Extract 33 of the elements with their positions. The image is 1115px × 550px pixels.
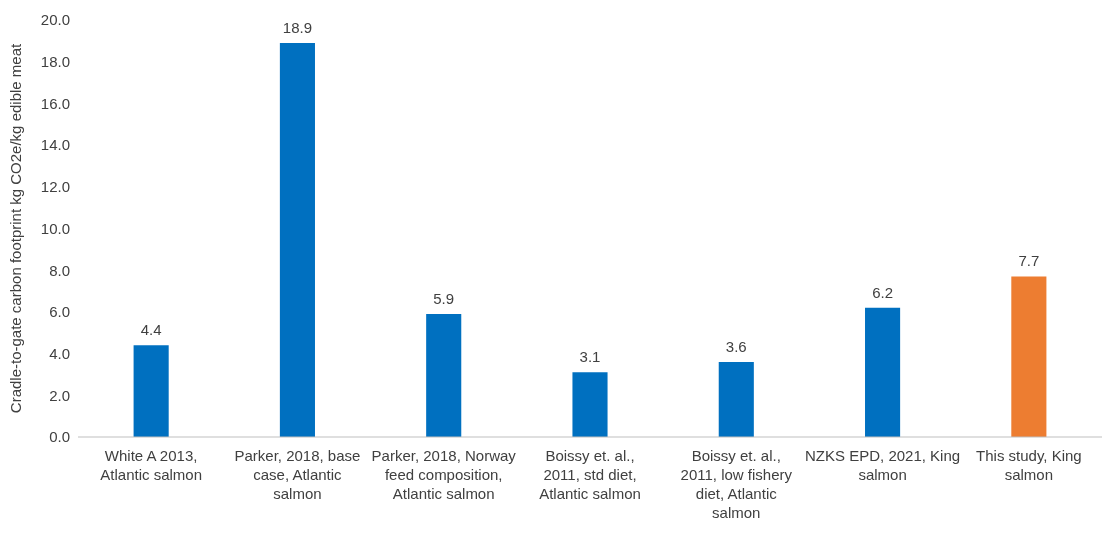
x-tick-label: Boissy et. al., 2011, low fishery diet, Atlantic salmon xyxy=(680,447,793,521)
x-tick-label: Parker, 2018, Norway feed composition, Atlantic salmon xyxy=(371,447,517,502)
y-tick-label: 2.0 xyxy=(49,386,70,404)
bar xyxy=(865,307,901,437)
bar xyxy=(1011,276,1047,437)
bar xyxy=(718,361,754,437)
y-tick-label: 4.0 xyxy=(49,344,70,362)
data-label: 18.9 xyxy=(282,18,313,36)
data-label: 4.4 xyxy=(140,321,162,339)
bar xyxy=(426,313,462,437)
y-tick-label: 20.0 xyxy=(40,11,70,29)
y-tick-label: 8.0 xyxy=(49,261,70,279)
y-tick-label: 16.0 xyxy=(40,94,70,112)
y-tick-label: 14.0 xyxy=(40,136,70,154)
y-tick-label: 10.0 xyxy=(40,219,70,237)
y-tick-label: 18.0 xyxy=(40,53,70,71)
data-label: 5.9 xyxy=(433,289,455,307)
data-label: 6.2 xyxy=(872,283,893,301)
y-tick-label: 6.0 xyxy=(49,303,70,321)
y-tick-label: 12.0 xyxy=(40,178,70,196)
bar xyxy=(572,372,608,437)
x-tick-label: This study, King salmon xyxy=(976,447,1082,483)
x-tick-label: Parker, 2018, base case, Atlantic salmon xyxy=(234,447,361,502)
data-label: 7.7 xyxy=(1018,252,1040,270)
bar xyxy=(133,345,169,437)
x-tick-label: White A 2013, Atlantic salmon xyxy=(100,447,202,483)
data-label: 3.1 xyxy=(579,348,601,366)
y-tick-label: 0.0 xyxy=(49,428,70,446)
y-axis-title: Cradle-to-gate carbon footprint kg CO2e/kg edible meat xyxy=(7,42,25,414)
x-tick-label: NZKS EPD, 2021, King salmon xyxy=(805,447,961,483)
x-tick-label: Boissy et. al., 2011, std diet, Atlantic salmon xyxy=(539,447,641,502)
bar xyxy=(279,42,315,437)
data-label: 3.6 xyxy=(725,337,747,355)
